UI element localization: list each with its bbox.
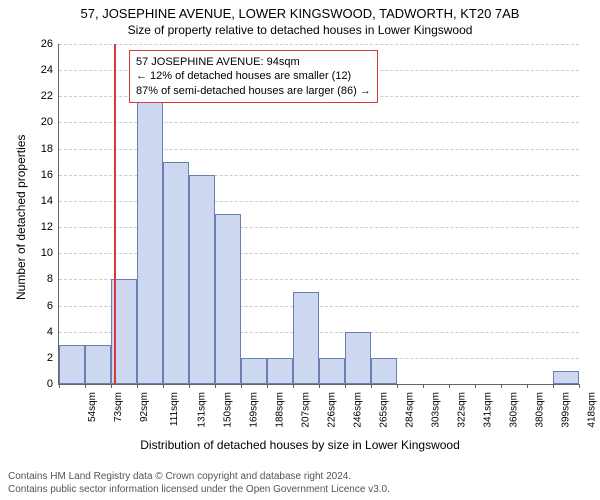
histogram-bar — [267, 358, 293, 384]
x-tick-label: 111sqm — [169, 392, 180, 426]
histogram-bar — [137, 96, 163, 384]
x-tick-label: 226sqm — [327, 392, 338, 428]
x-tick-label: 418sqm — [587, 392, 598, 428]
x-tick-mark — [111, 384, 112, 388]
x-tick-label: 188sqm — [275, 392, 286, 428]
x-tick-label: 322sqm — [457, 392, 468, 428]
histogram-bar — [553, 371, 579, 384]
y-tick-label: 0 — [47, 378, 53, 390]
y-tick-label: 4 — [47, 326, 53, 338]
x-tick-label: 73sqm — [113, 392, 124, 422]
y-tick-label: 10 — [41, 247, 53, 259]
y-axis-label: Number of detached properties — [14, 135, 28, 300]
annotation-box: 57 JOSEPHINE AVENUE: 94sqm← 12% of detac… — [129, 50, 378, 103]
annotation-line: 57 JOSEPHINE AVENUE: 94sqm — [136, 55, 371, 69]
histogram-bar — [345, 332, 371, 384]
footer-attribution: Contains HM Land Registry data © Crown c… — [8, 471, 390, 496]
x-tick-mark — [215, 384, 216, 388]
x-tick-mark — [319, 384, 320, 388]
x-tick-label: 169sqm — [249, 392, 260, 428]
x-tick-mark — [423, 384, 424, 388]
x-tick-mark — [163, 384, 164, 388]
y-tick-label: 12 — [41, 221, 53, 233]
footer-line-2: Contains public sector information licen… — [8, 484, 390, 497]
annotation-line: ← 12% of detached houses are smaller (12… — [136, 69, 371, 83]
x-tick-mark — [137, 384, 138, 388]
y-tick-label: 8 — [47, 273, 53, 285]
x-tick-mark — [475, 384, 476, 388]
x-tick-mark — [189, 384, 190, 388]
x-tick-mark — [579, 384, 580, 388]
footer-line-1: Contains HM Land Registry data © Crown c… — [8, 471, 390, 484]
page-title: 57, JOSEPHINE AVENUE, LOWER KINGSWOOD, T… — [0, 0, 600, 21]
histogram-bar — [371, 358, 397, 384]
y-tick-label: 22 — [41, 90, 53, 102]
histogram-bar — [215, 214, 241, 384]
x-tick-mark — [241, 384, 242, 388]
histogram-bar — [189, 175, 215, 384]
gridline — [59, 44, 579, 45]
y-tick-label: 20 — [41, 116, 53, 128]
x-tick-label: 54sqm — [87, 392, 98, 422]
histogram-bar — [241, 358, 267, 384]
x-tick-mark — [397, 384, 398, 388]
y-tick-label: 24 — [41, 64, 53, 76]
x-tick-label: 92sqm — [139, 392, 150, 422]
x-tick-mark — [267, 384, 268, 388]
y-tick-label: 18 — [41, 143, 53, 155]
chart-container: 57, JOSEPHINE AVENUE, LOWER KINGSWOOD, T… — [0, 0, 600, 500]
x-tick-mark — [527, 384, 528, 388]
property-marker-line — [114, 44, 116, 384]
x-tick-mark — [449, 384, 450, 388]
histogram-bar — [163, 162, 189, 384]
x-tick-mark — [501, 384, 502, 388]
histogram-bar — [59, 345, 85, 384]
x-tick-mark — [59, 384, 60, 388]
y-tick-label: 16 — [41, 169, 53, 181]
x-tick-label: 150sqm — [223, 392, 234, 428]
chart-area: 0246810121416182022242654sqm73sqm92sqm11… — [58, 44, 578, 384]
y-tick-label: 6 — [47, 300, 53, 312]
histogram-bar — [293, 292, 319, 384]
y-tick-label: 26 — [41, 38, 53, 50]
x-tick-label: 284sqm — [405, 392, 416, 428]
x-tick-label: 380sqm — [535, 392, 546, 428]
x-tick-label: 303sqm — [431, 392, 442, 428]
page-subtitle: Size of property relative to detached ho… — [0, 21, 600, 37]
x-tick-label: 246sqm — [353, 392, 364, 428]
x-axis-label: Distribution of detached houses by size … — [0, 438, 600, 452]
plot-region: 0246810121416182022242654sqm73sqm92sqm11… — [58, 44, 579, 385]
x-tick-mark — [85, 384, 86, 388]
x-tick-mark — [345, 384, 346, 388]
x-tick-label: 131sqm — [197, 392, 208, 428]
x-tick-label: 207sqm — [301, 392, 312, 428]
y-tick-label: 2 — [47, 352, 53, 364]
x-tick-label: 360sqm — [509, 392, 520, 428]
annotation-line: 87% of semi-detached houses are larger (… — [136, 84, 371, 98]
x-tick-mark — [371, 384, 372, 388]
x-tick-label: 265sqm — [379, 392, 390, 428]
x-tick-mark — [293, 384, 294, 388]
histogram-bar — [85, 345, 111, 384]
histogram-bar — [319, 358, 345, 384]
x-tick-label: 399sqm — [561, 392, 572, 428]
y-tick-label: 14 — [41, 195, 53, 207]
x-tick-mark — [553, 384, 554, 388]
x-tick-label: 341sqm — [483, 392, 494, 428]
